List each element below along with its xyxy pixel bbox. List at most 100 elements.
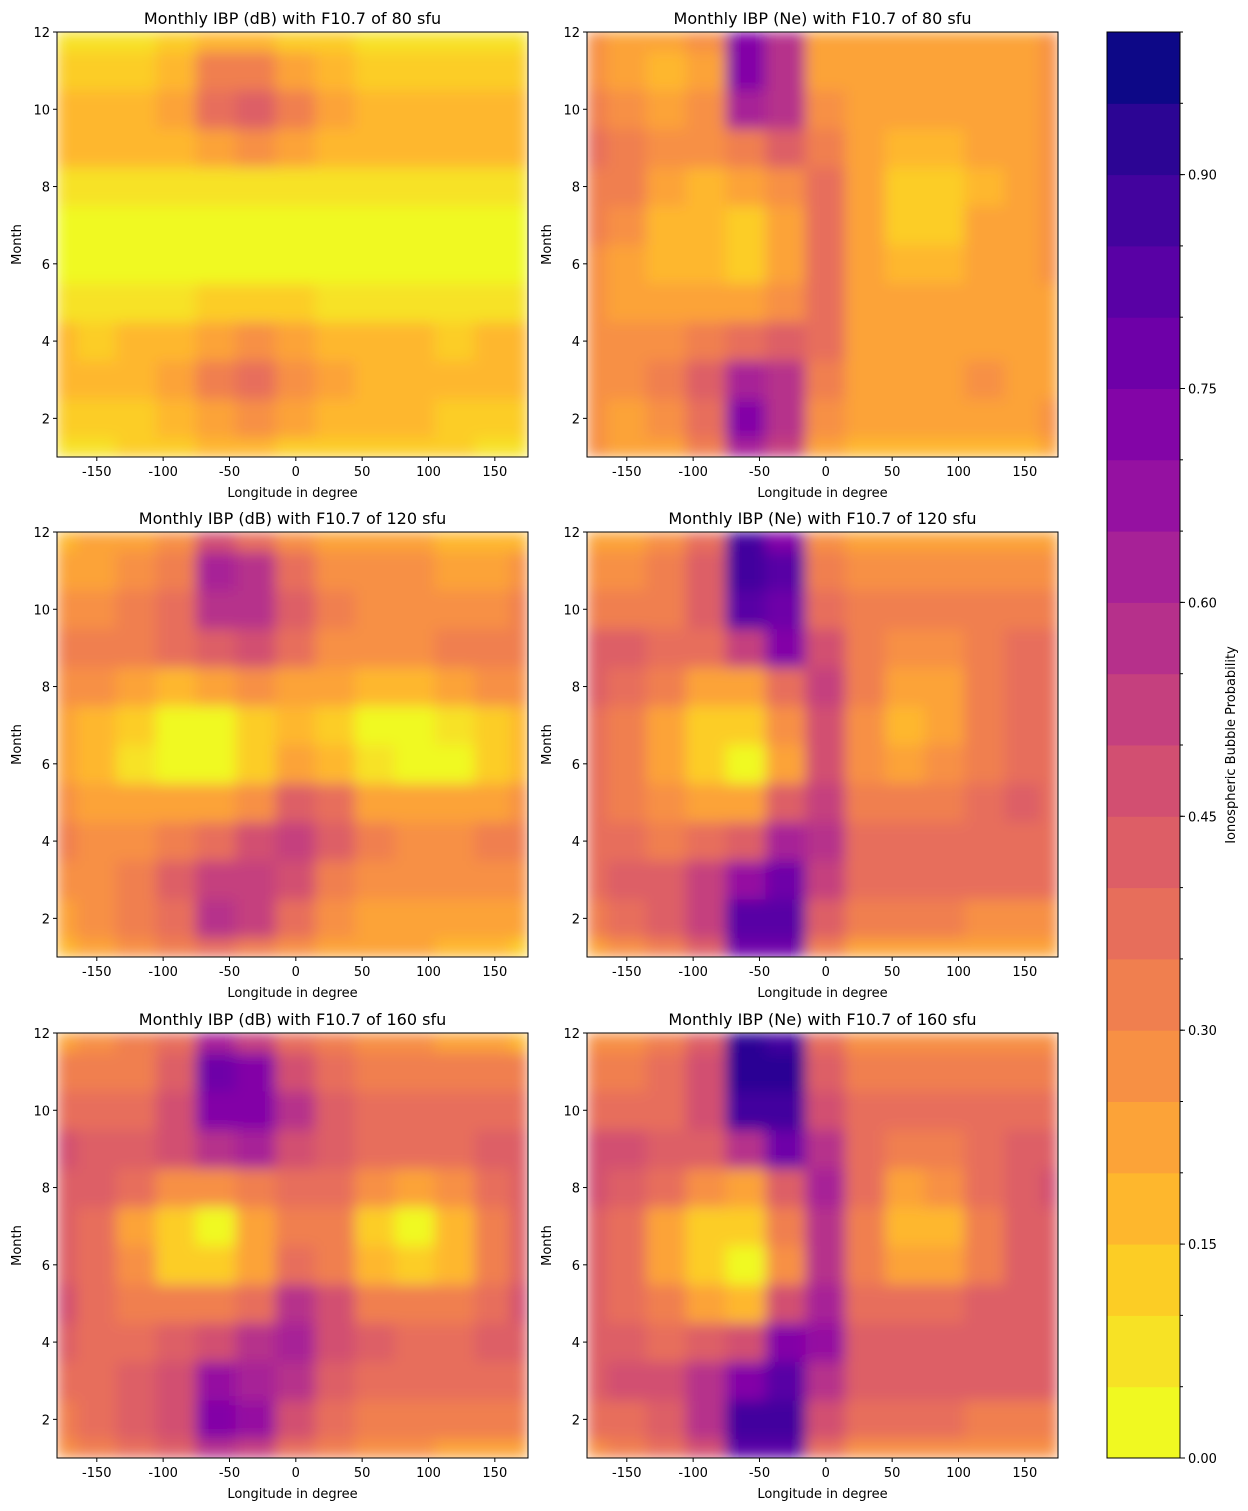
contour-cell — [275, 398, 317, 439]
contour-cell — [275, 782, 317, 823]
contour-cell — [474, 32, 512, 52]
contour-cell — [156, 128, 197, 168]
contour-cell — [686, 1129, 727, 1169]
contour-cell — [355, 628, 396, 668]
contour-cell — [474, 1206, 512, 1246]
colorbar-band — [1107, 602, 1180, 675]
contour-cell — [646, 1033, 688, 1053]
contour-cell — [474, 128, 512, 168]
contour-cell — [606, 1090, 648, 1131]
x-tick-label: -50 — [219, 1466, 240, 1481]
contour-cell — [646, 705, 688, 745]
contour-cell — [235, 1129, 277, 1169]
contour-cell — [805, 1245, 847, 1285]
contour-cell — [156, 1051, 197, 1092]
contour-cell — [885, 1245, 926, 1285]
contour-cell — [1004, 1129, 1042, 1169]
contour-cell — [885, 1206, 926, 1246]
contour-cell — [885, 550, 926, 591]
contour-cell — [57, 550, 78, 591]
contour-cell — [606, 437, 648, 457]
contour-cell — [686, 398, 727, 439]
contour-cell — [885, 282, 926, 323]
contour-cell — [587, 898, 608, 939]
contour-cell — [355, 1438, 396, 1458]
contour-cell — [434, 937, 476, 957]
contour-cell — [510, 821, 528, 861]
contour-cell — [885, 166, 926, 207]
contour-cell — [474, 359, 512, 400]
contour-cell — [725, 359, 767, 400]
contour-cell — [394, 1360, 436, 1401]
contour-cell — [510, 32, 528, 52]
contour-cell — [275, 859, 317, 900]
contour-cell — [474, 1283, 512, 1324]
contour-cell — [235, 244, 277, 284]
contour-cell — [156, 744, 197, 784]
contour-cell — [964, 1399, 1006, 1440]
contour-cell — [924, 398, 966, 439]
contour-cell — [646, 244, 688, 284]
contour-cell — [76, 1033, 118, 1053]
contour-cell — [964, 666, 1006, 707]
colorbar-band — [1107, 388, 1180, 461]
contour-cell — [57, 50, 78, 91]
contour-cell — [845, 821, 887, 861]
contour-cell — [606, 898, 648, 939]
contour-cell — [394, 244, 436, 284]
contour-cell — [116, 589, 158, 630]
contour-cell — [355, 398, 396, 439]
contour-cell — [725, 50, 767, 91]
contour-cell — [434, 1167, 476, 1208]
colorbar-tick-label: 0.60 — [1188, 596, 1217, 611]
contour-cell — [355, 89, 396, 130]
contour-cell — [156, 1090, 197, 1131]
contour-cell — [765, 437, 807, 457]
contour-cell — [116, 1245, 158, 1285]
contour-field — [587, 1033, 1058, 1458]
contour-cell — [805, 128, 847, 168]
contour-cell — [765, 205, 807, 245]
contour-cell — [765, 550, 807, 591]
contour-cell — [434, 89, 476, 130]
contour-cell — [315, 359, 357, 400]
contour-cell — [964, 437, 1006, 457]
contour-cell — [355, 166, 396, 207]
contour-cell — [116, 1129, 158, 1169]
contour-cell — [434, 666, 476, 707]
colorbar-band — [1107, 1386, 1180, 1459]
contour-cell — [474, 859, 512, 900]
contour-cell — [315, 782, 357, 823]
contour-cell — [885, 398, 926, 439]
contour-cell — [646, 589, 688, 630]
contour-cell — [845, 1090, 887, 1131]
contour-cell — [434, 859, 476, 900]
y-tick-label: 10 — [563, 603, 580, 618]
contour-cell — [235, 628, 277, 668]
contour-cell — [116, 1360, 158, 1401]
contour-cell — [355, 1283, 396, 1324]
contour-cell — [924, 744, 966, 784]
y-tick-label: 10 — [33, 603, 50, 618]
contour-cell — [587, 628, 608, 668]
contour-cell — [646, 89, 688, 130]
contour-cell — [474, 1245, 512, 1285]
contour-cell — [1040, 1360, 1058, 1401]
contour-cell — [606, 821, 648, 861]
contour-cell — [76, 937, 118, 957]
contour-cell — [964, 1129, 1006, 1169]
contour-cell — [355, 1051, 396, 1092]
contour-cell — [587, 89, 608, 130]
contour-cell — [156, 50, 197, 91]
contour-cell — [57, 1399, 78, 1440]
contour-cell — [606, 166, 648, 207]
chart-title: Monthly IBP (Ne) with F10.7 of 160 sfu — [668, 1010, 976, 1029]
contour-cell — [646, 550, 688, 591]
contour-cell — [235, 705, 277, 745]
contour-cell — [355, 744, 396, 784]
contour-cell — [765, 89, 807, 130]
contour-cell — [924, 1206, 966, 1246]
contour-cell — [686, 1206, 727, 1246]
contour-cell — [765, 128, 807, 168]
contour-cell — [845, 859, 887, 900]
